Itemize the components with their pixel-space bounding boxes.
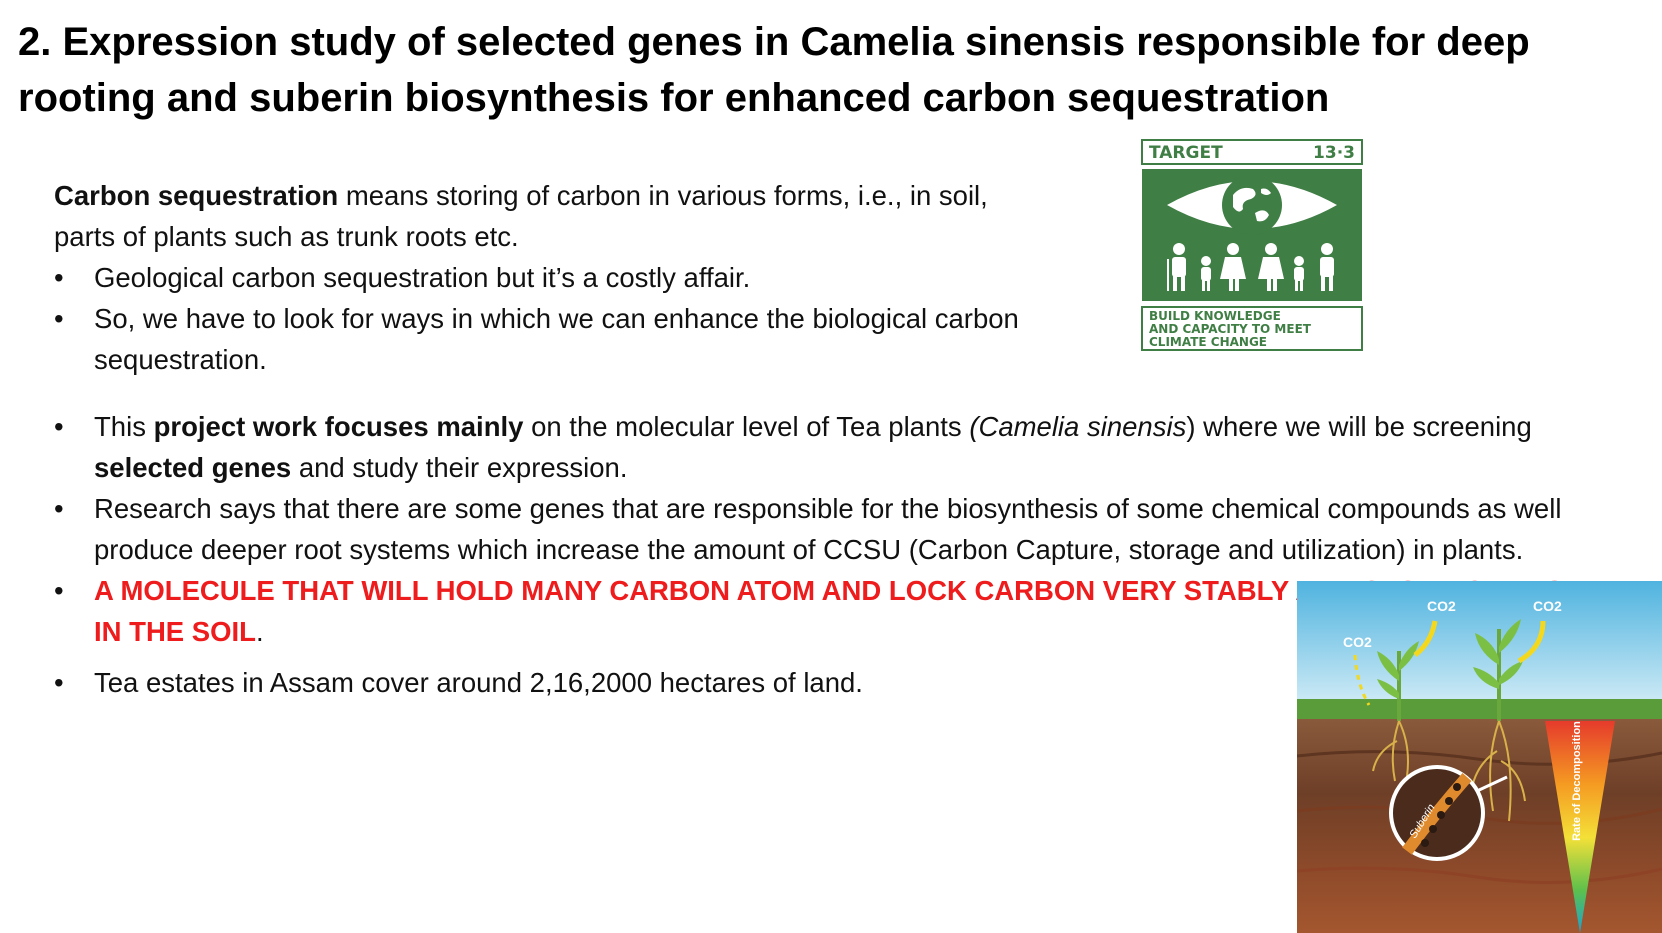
bullet-emphasis: project work focuses mainly xyxy=(153,411,524,442)
intro-paragraph: Carbon sequestration means storing of ca… xyxy=(54,175,1054,257)
decomposition-scale xyxy=(1545,721,1615,933)
family-icon xyxy=(1167,243,1334,291)
bullet-text: So, we have to look for ways in which we… xyxy=(94,303,1019,375)
bullet-icon: • xyxy=(54,493,64,524)
suberin-magnifier: Suberin xyxy=(1389,765,1508,861)
sdg-target-badge: TARGET 13·3 BUILD KNOWLEDGE AND CAPACITY… xyxy=(1141,139,1363,351)
decomposition-label: Rate of Decomposition xyxy=(1571,721,1583,841)
bullet-text: Tea estates in Assam cover around 2,16,2… xyxy=(94,667,863,698)
co2-arrow-icon xyxy=(1517,620,1546,664)
bullet-icon: • xyxy=(54,411,64,442)
list-item: • This project work focuses mainly on th… xyxy=(54,406,1594,488)
co2-label: CO2 xyxy=(1343,634,1372,650)
bullet-text: Research says that there are some genes … xyxy=(94,493,1562,565)
grass-layer xyxy=(1297,699,1662,721)
intro-term: Carbon sequestration xyxy=(54,180,339,211)
plant-icon xyxy=(1470,619,1526,822)
eye-globe-icon xyxy=(1167,175,1337,235)
bullet-text: . xyxy=(255,616,264,647)
bullet-icon: • xyxy=(54,667,64,698)
bullet-text: Geological carbon sequestration but it’s… xyxy=(94,262,751,293)
bullet-icon: • xyxy=(54,303,64,334)
co2-arrow-icon xyxy=(1413,620,1438,657)
top-bullet-list: • Geological carbon sequestration but it… xyxy=(54,257,1054,380)
sdg-caption-line3: CLIMATE CHANGE xyxy=(1149,335,1267,349)
list-item: • Research says that there are some gene… xyxy=(54,488,1594,570)
bullet-text: This xyxy=(94,411,154,442)
plant-icon xyxy=(1372,641,1419,782)
sdg-caption-line2: AND CAPACITY TO MEET xyxy=(1149,322,1312,336)
bullet-text: ) where we will be screening xyxy=(1186,411,1532,442)
list-item: • Geological carbon sequestration but it… xyxy=(54,257,1054,298)
list-item: • So, we have to look for ways in which … xyxy=(54,298,1054,380)
bullet-text: on the molecular level of Tea plants xyxy=(523,411,970,442)
sdg-caption-line1: BUILD KNOWLEDGE xyxy=(1149,309,1281,323)
sdg-target-label: TARGET xyxy=(1149,143,1223,163)
bullet-icon: • xyxy=(54,262,64,293)
list-item: • Tea estates in Assam cover around 2,16… xyxy=(54,662,1594,703)
bullet-emphasis: selected genes xyxy=(94,452,292,483)
sdg-target-number: 13·3 xyxy=(1313,143,1355,163)
bullet-text: and study their expression. xyxy=(291,452,628,483)
carbon-soil-illustration: CO2 CO2 CO2 Suberin Rate of Decompositio… xyxy=(1297,581,1662,933)
slide-title: 2. Expression study of selected genes in… xyxy=(18,20,1530,120)
intro-definition: means storing of carbon in various forms… xyxy=(54,180,988,252)
co2-label: CO2 xyxy=(1427,598,1456,614)
main-bullet-list: • This project work focuses mainly on th… xyxy=(54,406,1594,703)
co2-label: CO2 xyxy=(1533,598,1562,614)
bullet-icon: • xyxy=(54,575,64,606)
species-name: (Camelia sinensis xyxy=(969,411,1187,442)
